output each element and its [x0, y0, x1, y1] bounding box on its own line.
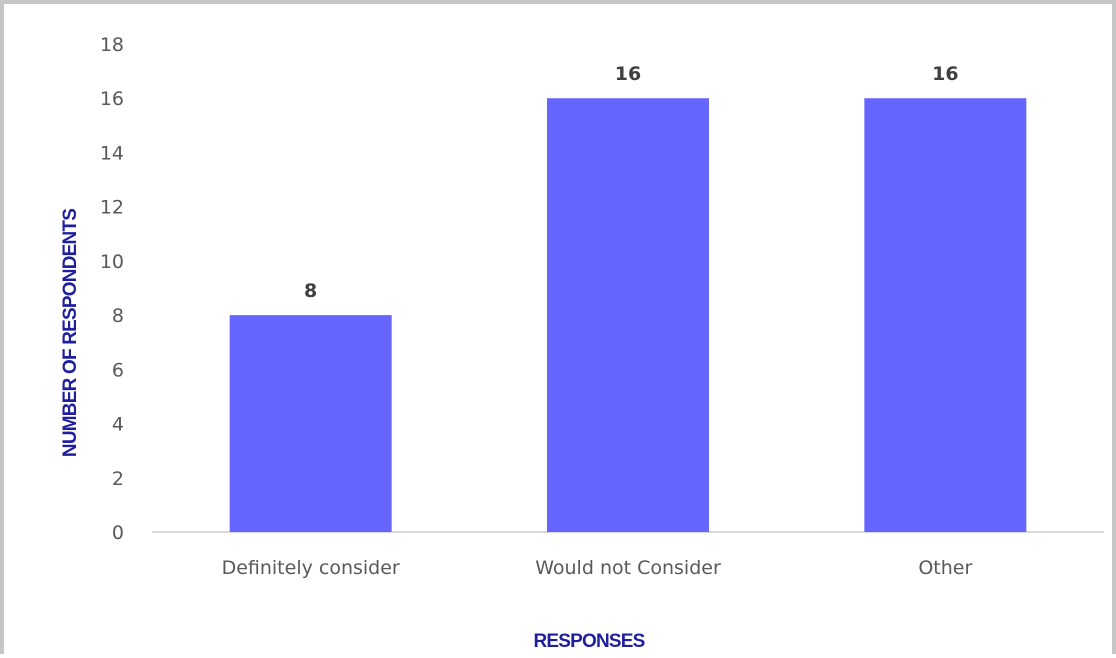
y-tick-label: 0 — [112, 522, 124, 544]
y-tick-label: 4 — [112, 414, 124, 436]
bars — [229, 98, 1027, 532]
bar-chart: 0 2 4 6 8 10 12 14 16 18 8 16 16 Definitely conside… — [60, 34, 1104, 652]
x-category-label: Would not Consider — [535, 557, 721, 579]
y-axis-ticks: 0 2 4 6 8 10 12 14 16 18 — [100, 34, 124, 544]
bar — [547, 98, 709, 532]
y-axis-title: NUMBER OF RESPONDENTS — [60, 209, 81, 457]
y-tick-label: 10 — [100, 251, 124, 273]
y-tick-label: 6 — [112, 359, 124, 381]
y-tick-label: 18 — [100, 34, 124, 56]
bar-data-label: 16 — [615, 63, 641, 85]
y-tick-label: 12 — [100, 197, 124, 219]
x-category-label: Other — [918, 557, 972, 579]
x-category-label: Definitely consider — [222, 557, 400, 579]
bar — [864, 98, 1027, 532]
bar — [229, 315, 392, 532]
x-axis-categories: Definitely consider Would not Consider Oth… — [222, 557, 973, 579]
data-labels: 8 16 16 — [304, 63, 959, 302]
y-tick-label: 8 — [112, 305, 124, 327]
y-tick-label: 16 — [100, 88, 124, 110]
bar-data-label: 16 — [932, 63, 958, 85]
x-axis-title: RESPONSES — [533, 631, 644, 652]
y-tick-label: 14 — [100, 142, 124, 164]
y-tick-label: 2 — [112, 468, 124, 490]
bar-data-label: 8 — [304, 280, 317, 302]
